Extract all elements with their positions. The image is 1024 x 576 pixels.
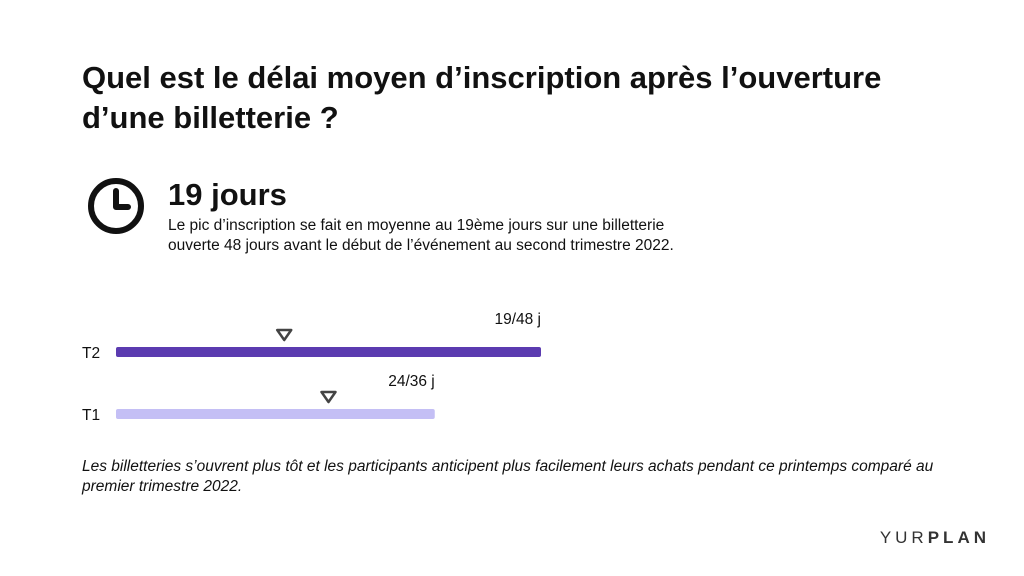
bar-t2 [116,347,541,357]
data-label-t2: 19/48 j [494,311,541,328]
stat-value: 19 jours [168,177,287,212]
data-label-t1: 24/36 j [388,373,435,390]
stat-description: Le pic d’inscription se fait en moyenne … [168,217,674,254]
brand-logo: YURPLAN [880,528,990,548]
bar-t1 [116,409,435,419]
peak-marker-t2 [275,328,293,342]
timeline-chart: T2 19/48 j T1 24/36 j [82,311,541,424]
brand-part2: PLAN [927,528,990,547]
page-title: Quel est le délai moyen d’inscription ap… [82,60,882,135]
clock-icon [88,178,144,234]
category-label-t1: T1 [82,407,100,424]
peak-marker-t1 [320,390,337,404]
brand-part1: YUR [879,528,928,547]
footnote: Les billetteries s’ouvrent plus tôt et l… [82,458,934,495]
category-label-t2: T2 [82,345,100,362]
